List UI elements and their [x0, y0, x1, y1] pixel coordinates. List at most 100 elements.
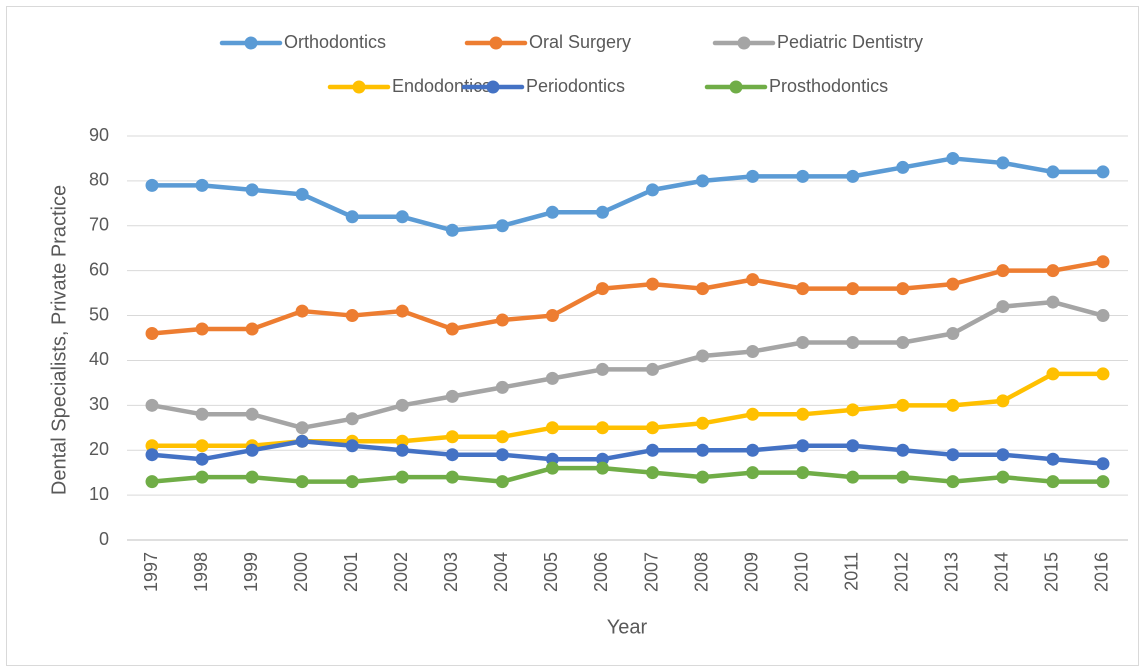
- data-point: [595, 461, 609, 475]
- y-tick-label: 60: [89, 259, 109, 279]
- data-point: [445, 470, 459, 484]
- data-point: [595, 421, 609, 435]
- x-tick-label: 2010: [791, 552, 811, 592]
- data-point: [796, 439, 810, 453]
- data-point: [195, 178, 209, 192]
- data-point: [946, 151, 960, 165]
- legend-marker: [244, 36, 258, 50]
- data-point: [445, 389, 459, 403]
- x-tick-label: 2014: [992, 552, 1012, 592]
- data-point: [846, 282, 860, 296]
- data-point: [145, 448, 159, 462]
- x-tick-label: 2006: [591, 552, 611, 592]
- data-point: [946, 277, 960, 291]
- data-point: [395, 398, 409, 412]
- data-point: [646, 443, 660, 457]
- data-point: [846, 403, 860, 417]
- data-point: [545, 205, 559, 219]
- data-point: [295, 421, 309, 435]
- series-line: [149, 156, 1106, 233]
- data-point: [796, 282, 810, 296]
- y-axis-title: Dental Specialists, Private Practice: [48, 185, 70, 495]
- legend-marker: [737, 36, 751, 50]
- x-tick-label: 2003: [441, 552, 461, 592]
- data-point: [696, 470, 710, 484]
- data-point: [746, 407, 760, 421]
- data-point: [746, 443, 760, 457]
- data-point: [646, 277, 660, 291]
- data-point: [846, 169, 860, 183]
- data-point: [345, 439, 359, 453]
- series-line: [149, 465, 1106, 484]
- legend-marker: [489, 36, 503, 50]
- data-point: [696, 174, 710, 188]
- data-point: [195, 322, 209, 336]
- legend-marker: [352, 80, 366, 94]
- data-point: [345, 309, 359, 323]
- data-point: [746, 169, 760, 183]
- x-tick-label: 2016: [1092, 552, 1112, 592]
- legend-label: Pediatric Dentistry: [777, 32, 923, 52]
- data-point: [495, 313, 509, 327]
- legend-marker: [729, 80, 743, 94]
- x-tick-label: 2009: [741, 552, 761, 592]
- data-point: [245, 470, 259, 484]
- data-point: [696, 416, 710, 430]
- data-point: [896, 335, 910, 349]
- x-tick-label: 2011: [841, 552, 861, 591]
- data-point: [195, 439, 209, 453]
- legend-label: Orthodontics: [284, 32, 386, 52]
- data-point: [746, 344, 760, 358]
- data-point: [746, 466, 760, 480]
- data-point: [295, 475, 309, 489]
- data-point: [395, 210, 409, 224]
- data-point: [696, 282, 710, 296]
- x-tick-label: 2013: [942, 552, 962, 592]
- legend-label: Periodontics: [526, 76, 625, 96]
- legend-label: Endodontics: [392, 76, 491, 96]
- data-point: [1046, 295, 1060, 309]
- x-tick-label: 2002: [391, 552, 411, 592]
- data-point: [746, 273, 760, 287]
- y-tick-label: 90: [89, 125, 109, 145]
- data-point: [646, 183, 660, 197]
- data-point: [896, 160, 910, 174]
- data-point: [595, 362, 609, 376]
- x-axis-title: Year: [607, 616, 648, 638]
- data-point: [545, 371, 559, 385]
- data-point: [896, 398, 910, 412]
- series-line: [149, 299, 1106, 431]
- data-point: [395, 304, 409, 318]
- data-point: [1096, 255, 1110, 269]
- data-point: [896, 470, 910, 484]
- x-tick-label: 2004: [491, 552, 511, 592]
- data-point: [495, 448, 509, 462]
- data-point: [345, 210, 359, 224]
- data-point: [1096, 367, 1110, 381]
- data-point: [495, 380, 509, 394]
- data-point: [1096, 475, 1110, 489]
- data-point: [195, 452, 209, 466]
- data-point: [896, 282, 910, 296]
- data-point: [545, 452, 559, 466]
- data-point: [946, 398, 960, 412]
- data-point: [195, 470, 209, 484]
- y-tick-label: 20: [89, 439, 109, 459]
- data-point: [996, 264, 1010, 278]
- x-tick-label: 2012: [892, 552, 912, 592]
- x-tick-label: 2001: [341, 552, 361, 592]
- data-point: [1096, 457, 1110, 471]
- x-tick-label: 1997: [141, 552, 161, 592]
- data-point: [245, 407, 259, 421]
- data-point: [345, 475, 359, 489]
- legend-marker: [486, 80, 500, 94]
- data-point: [395, 470, 409, 484]
- data-point: [996, 470, 1010, 484]
- data-point: [796, 169, 810, 183]
- data-point: [1046, 165, 1060, 179]
- data-point: [145, 178, 159, 192]
- data-point: [595, 282, 609, 296]
- data-point: [295, 187, 309, 201]
- data-point: [595, 205, 609, 219]
- x-tick-label: 1998: [191, 552, 211, 592]
